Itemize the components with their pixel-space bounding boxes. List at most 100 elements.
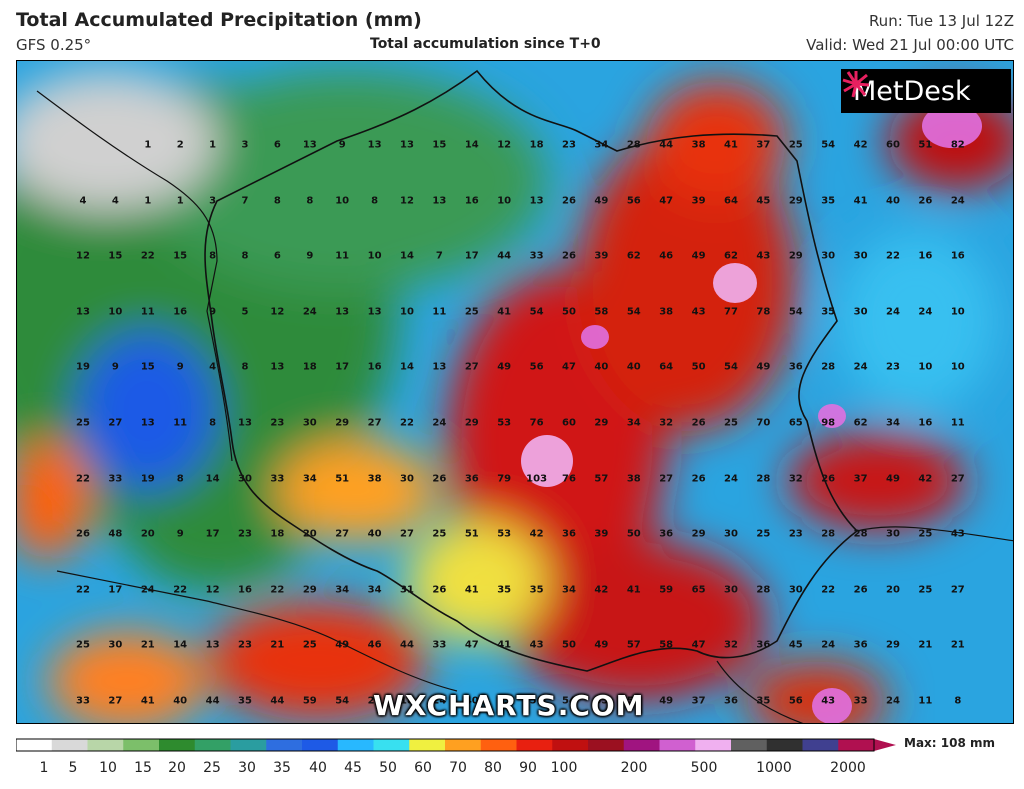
- grid-value: 76: [529, 417, 544, 429]
- colorbar-tick-label: 2000: [830, 760, 866, 776]
- grid-value: 35: [756, 695, 771, 707]
- grid-value: 24: [140, 584, 155, 596]
- grid-value: 29: [302, 584, 317, 596]
- grid-value: 21: [270, 639, 285, 651]
- grid-value: 10: [108, 306, 123, 318]
- grid-value: 40: [464, 695, 479, 707]
- grid-value: 34: [626, 417, 641, 429]
- grid-value: 22: [821, 584, 836, 596]
- grid-value: 54: [335, 695, 350, 707]
- grid-value: 27: [659, 473, 674, 485]
- grid-value: 70: [756, 417, 771, 429]
- grid-value: 45: [497, 695, 512, 707]
- grid-value: 33: [432, 639, 447, 651]
- grid-value: 27: [950, 473, 965, 485]
- grid-value: 16: [918, 250, 933, 262]
- grid-value: 24: [853, 361, 868, 373]
- grid-value: 17: [335, 361, 350, 373]
- grid-value: 23: [886, 361, 900, 373]
- grid-value: 8: [954, 695, 962, 707]
- grid-value: 13: [302, 139, 317, 151]
- grid-value: 13: [270, 361, 285, 373]
- grid-value: 45: [756, 195, 771, 207]
- grid-value: 9: [111, 361, 119, 373]
- grid-value: 27: [400, 528, 414, 540]
- colorbar-tick-label: 30: [238, 760, 256, 776]
- model-label: GFS 0.25°: [16, 36, 92, 54]
- grid-value: 27: [108, 695, 123, 707]
- colorbar: [16, 738, 896, 752]
- grid-value: 44: [497, 250, 512, 262]
- grid-value: 32: [788, 473, 803, 485]
- watermark: WXCHARTS.COM: [373, 689, 645, 722]
- run-label: Run: Tue 13 Jul 12Z: [868, 12, 1014, 30]
- grid-value: 37: [691, 695, 706, 707]
- grid-value: 11: [918, 695, 933, 707]
- grid-value: 50: [691, 361, 706, 373]
- grid-value: 13: [432, 361, 447, 373]
- grid-value: 30: [724, 528, 738, 540]
- grid-value: 58: [659, 639, 674, 651]
- grid-value: 40: [367, 528, 382, 540]
- grid-value: 22: [140, 250, 155, 262]
- colorbar-segment: [337, 739, 374, 751]
- grid-value: 30: [886, 528, 900, 540]
- grid-value: 41: [140, 695, 155, 707]
- grid-value: 8: [306, 195, 314, 207]
- grid-value: 78: [756, 306, 771, 318]
- grid-value: 11: [140, 306, 155, 318]
- grid-value: 62: [626, 250, 641, 262]
- colorbar-tick-label: 60: [414, 760, 432, 776]
- grid-value: 26: [432, 473, 447, 485]
- grid-value: 18: [270, 528, 285, 540]
- colorbar-segment: [445, 739, 482, 751]
- grid-value: 62: [724, 250, 738, 262]
- grid-value: 25: [76, 417, 90, 429]
- grid-value: 29: [886, 639, 900, 651]
- grid-value: 47: [659, 195, 674, 207]
- grid-value: 37: [853, 473, 868, 485]
- grid-value: 62: [853, 417, 868, 429]
- grid-value: 41: [626, 584, 641, 596]
- colorbar-tick-label: 80: [484, 760, 502, 776]
- colorbar-tick-label: 25: [203, 760, 221, 776]
- grid-value: 29: [788, 195, 803, 207]
- grid-value: 45: [788, 639, 803, 651]
- grid-value: 13: [76, 306, 90, 318]
- grid-value: 25: [302, 639, 317, 651]
- grid-value: 30: [302, 417, 317, 429]
- grid-value: 22: [400, 417, 414, 429]
- grid-value: 33: [853, 695, 868, 707]
- grid-value: 25: [756, 528, 771, 540]
- grid-value: 50: [562, 639, 576, 651]
- grid-value: 21: [950, 639, 965, 651]
- grid-value: 30: [400, 473, 414, 485]
- grid-value: 29: [691, 528, 706, 540]
- grid-value: 34: [335, 584, 350, 596]
- grid-value: 3: [209, 195, 217, 207]
- grid-value: 27: [367, 417, 382, 429]
- grid-value: 27: [335, 528, 350, 540]
- grid-value: 20: [886, 584, 900, 596]
- grid-value: 8: [241, 361, 249, 373]
- grid-value: 24: [302, 306, 317, 318]
- grid-value: 54: [626, 306, 641, 318]
- colorbar-segment: [766, 739, 803, 751]
- grid-value: 15: [432, 139, 447, 151]
- grid-value: 25: [788, 139, 803, 151]
- grid-value: 25: [464, 306, 479, 318]
- grid-value: 48: [108, 528, 123, 540]
- grid-value: 41: [497, 306, 512, 318]
- grid-value: 20: [140, 528, 155, 540]
- grid-value: 26: [562, 195, 576, 207]
- grid-value: 37: [756, 139, 771, 151]
- grid-value: 26: [691, 473, 706, 485]
- grid-value: 49: [594, 639, 609, 651]
- grid-value: 64: [659, 361, 674, 373]
- colorbar-segment: [266, 739, 303, 751]
- grid-value: 17: [205, 528, 220, 540]
- grid-value: 47: [691, 639, 706, 651]
- grid-value: 35: [821, 306, 836, 318]
- grid-value: 49: [335, 639, 350, 651]
- grid-value: 43: [950, 528, 965, 540]
